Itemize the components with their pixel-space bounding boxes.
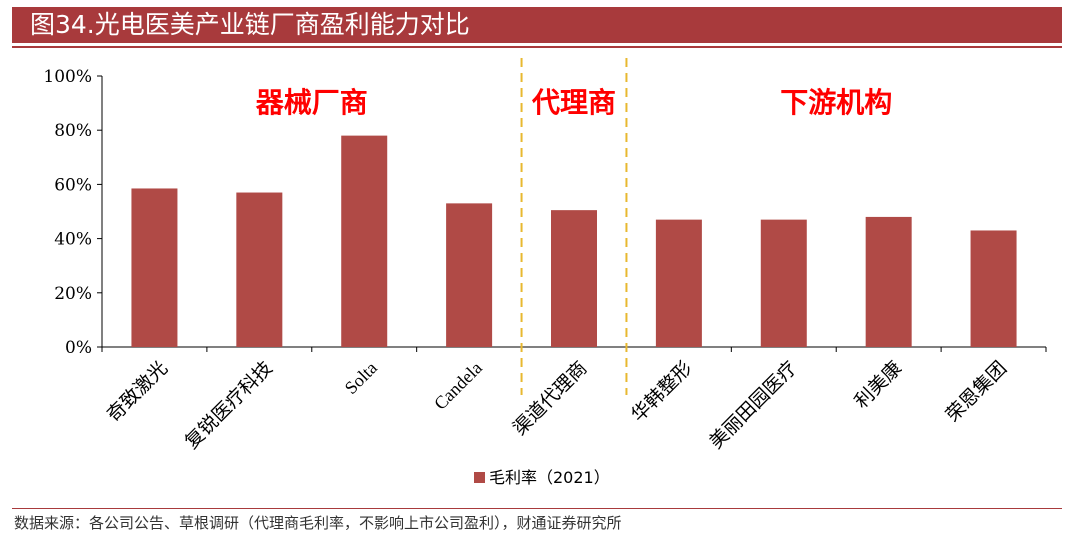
y-tick-label: 20% bbox=[54, 284, 92, 304]
bar-1 bbox=[131, 188, 178, 347]
x-category-label: Candela bbox=[430, 358, 486, 414]
bar-chart: 0% 20% 40% 60% 80% 100% 奇致激光 复锐医疗科技 Solta Candela… bbox=[43, 58, 1047, 487]
bar-3 bbox=[341, 135, 388, 347]
x-category-label: Solta bbox=[341, 358, 381, 398]
x-category-label: 复锐医疗科技 bbox=[181, 357, 277, 453]
bar-7 bbox=[760, 219, 807, 347]
bar-5 bbox=[551, 210, 597, 347]
y-tick-label: 80% bbox=[54, 121, 92, 141]
y-tick-label: 0% bbox=[65, 338, 92, 358]
group-label: 器械厂商 bbox=[255, 86, 368, 119]
legend-swatch bbox=[474, 472, 485, 483]
y-tick-label: 100% bbox=[43, 67, 92, 87]
footer-rule bbox=[12, 508, 1062, 509]
bar-2 bbox=[236, 192, 283, 347]
bar-4 bbox=[446, 203, 493, 347]
bar-8 bbox=[865, 216, 912, 347]
x-category-label: 荣恩集团 bbox=[942, 357, 1011, 426]
title-bar: 图34.光电医美产业链厂商盈利能力对比 bbox=[12, 7, 1062, 43]
x-category-label: 华韩整形 bbox=[627, 357, 696, 426]
y-tick-label: 60% bbox=[54, 175, 92, 195]
x-category-label: 利美康 bbox=[850, 357, 906, 413]
group-label: 代理商 bbox=[531, 86, 616, 119]
page-title: 图34.光电医美产业链厂商盈利能力对比 bbox=[30, 10, 470, 39]
x-category-label: 美丽田园医疗 bbox=[705, 357, 801, 453]
bar-9 bbox=[970, 230, 1017, 347]
y-tick-label: 40% bbox=[54, 230, 92, 250]
title-rule bbox=[12, 46, 1062, 48]
source-note: 数据来源：各公司公告、草根调研（代理商毛利率，不影响上市公司盈利），财通证券研究… bbox=[14, 514, 622, 532]
x-category-label: 渠道代理商 bbox=[509, 357, 592, 440]
legend-label: 毛利率（2021） bbox=[489, 468, 610, 487]
bar-6 bbox=[655, 219, 702, 347]
x-category-label: 奇致激光 bbox=[103, 357, 172, 426]
group-label: 下游机构 bbox=[780, 86, 892, 119]
